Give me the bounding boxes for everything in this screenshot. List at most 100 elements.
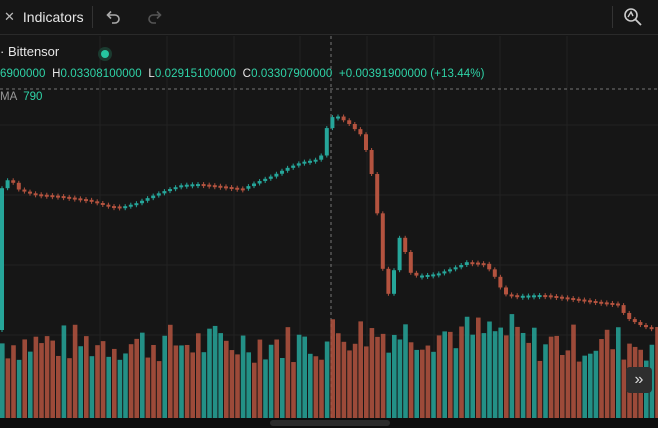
volume-bar bbox=[308, 353, 313, 418]
volume-bar bbox=[39, 343, 44, 418]
volume-bar bbox=[72, 324, 78, 418]
volume-bar bbox=[364, 346, 369, 418]
volume-bar bbox=[380, 333, 386, 418]
price-candle bbox=[621, 305, 626, 313]
price-candle bbox=[313, 159, 318, 162]
volume-bar bbox=[168, 324, 173, 418]
volume-bar bbox=[95, 345, 100, 418]
price-candle bbox=[224, 186, 228, 189]
price-candle bbox=[459, 265, 464, 268]
price-candle bbox=[341, 116, 346, 121]
price-candle bbox=[324, 128, 329, 156]
price-candle bbox=[571, 298, 576, 301]
close-value: 0.03307900000 bbox=[251, 68, 333, 80]
volume-bar bbox=[520, 332, 526, 418]
price-candle bbox=[644, 325, 648, 328]
volume-bar bbox=[593, 350, 599, 418]
redo-button[interactable] bbox=[146, 0, 164, 34]
volume-bar bbox=[106, 356, 111, 418]
price-candle bbox=[431, 274, 436, 277]
high-value: 0.03308100000 bbox=[60, 68, 142, 80]
volume-bar bbox=[464, 316, 470, 418]
volume-bar bbox=[263, 359, 268, 418]
price-candle bbox=[246, 186, 251, 189]
volume-bar bbox=[582, 355, 587, 418]
price-candle bbox=[610, 302, 615, 305]
volume-bar bbox=[358, 321, 363, 418]
price-candle bbox=[599, 301, 604, 304]
price-candle bbox=[112, 206, 116, 209]
volume-bar bbox=[476, 317, 481, 418]
volume-bar bbox=[184, 344, 190, 418]
volume-bar bbox=[151, 344, 156, 418]
price-candle bbox=[504, 287, 508, 295]
volume-bar bbox=[196, 333, 201, 418]
price-candle bbox=[296, 163, 301, 166]
volume-bar bbox=[313, 356, 319, 418]
volume-bar bbox=[61, 325, 67, 418]
volume-bar bbox=[50, 340, 55, 418]
price-candle bbox=[5, 180, 10, 189]
volume-bar bbox=[448, 331, 453, 418]
ma-label: MA bbox=[0, 91, 18, 103]
drawing-tools-button[interactable] bbox=[622, 0, 644, 34]
price-candle bbox=[44, 194, 49, 197]
scroll-to-realtime-button[interactable]: » bbox=[626, 367, 652, 393]
price-candle bbox=[280, 170, 284, 174]
volume-bar bbox=[610, 349, 615, 418]
price-candle bbox=[268, 176, 273, 179]
volume-bar bbox=[492, 331, 498, 418]
symbol-title[interactable]: · Bittensor bbox=[0, 44, 60, 59]
volume-bar bbox=[431, 351, 436, 418]
price-candle bbox=[156, 193, 161, 196]
price-candle bbox=[302, 161, 307, 164]
price-candle bbox=[0, 188, 4, 330]
price-candle bbox=[492, 269, 497, 277]
volume-bar bbox=[369, 328, 375, 418]
price-candle bbox=[308, 160, 312, 163]
volume-bar bbox=[341, 341, 347, 418]
price-candle bbox=[543, 295, 548, 298]
volume-bar bbox=[128, 344, 134, 418]
volume-bar bbox=[179, 345, 184, 418]
volume-bar bbox=[347, 350, 352, 418]
price-candle bbox=[78, 198, 83, 201]
indicators-label: Indicators bbox=[22, 9, 84, 25]
price-candle bbox=[257, 181, 262, 184]
volume-bar bbox=[616, 327, 621, 418]
indicators-button[interactable]: ✕ Indicators bbox=[4, 0, 84, 34]
volume-bar bbox=[123, 353, 128, 418]
undo-button[interactable] bbox=[104, 0, 122, 34]
volume-bar bbox=[252, 362, 257, 418]
time-scrollbar[interactable] bbox=[0, 418, 658, 428]
volume-bar bbox=[134, 338, 139, 418]
price-candle bbox=[537, 295, 542, 298]
volume-bar bbox=[140, 332, 145, 418]
price-candle bbox=[151, 195, 156, 199]
price-candle bbox=[638, 322, 643, 326]
price-candle bbox=[464, 262, 469, 265]
volume-bar bbox=[515, 326, 520, 418]
volume-bar bbox=[509, 314, 515, 418]
price-candle bbox=[649, 327, 654, 330]
price-candle bbox=[162, 191, 167, 194]
ma-indicator[interactable]: MA 790 bbox=[0, 91, 42, 103]
price-candle bbox=[582, 299, 587, 302]
volume-bar bbox=[621, 359, 627, 418]
price-candle bbox=[207, 184, 212, 187]
price-candle bbox=[145, 198, 150, 201]
price-candle bbox=[347, 120, 352, 124]
close-label: C bbox=[242, 68, 252, 80]
price-candle bbox=[487, 263, 492, 270]
volume-bar bbox=[224, 340, 229, 418]
price-candle bbox=[22, 189, 27, 192]
price-candle bbox=[526, 295, 531, 298]
volume-bar bbox=[481, 333, 487, 418]
volume-bar bbox=[375, 336, 380, 418]
volume-bar bbox=[319, 359, 324, 418]
scrollbar-thumb[interactable] bbox=[270, 420, 390, 426]
price-candle bbox=[319, 155, 324, 160]
volume-bar bbox=[442, 331, 447, 418]
low-value: 0.02915100000 bbox=[154, 68, 237, 80]
